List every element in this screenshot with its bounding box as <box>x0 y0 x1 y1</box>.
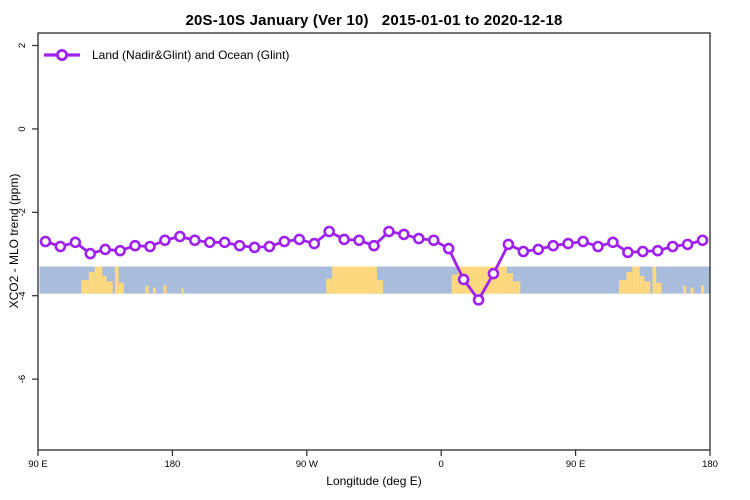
data-point-marker <box>427 234 440 247</box>
data-point-marker <box>636 245 649 258</box>
land-segment <box>376 280 383 294</box>
data-point-marker <box>412 232 425 245</box>
x-tick-label: 90 E <box>28 459 48 470</box>
land-segment <box>88 271 95 294</box>
data-point-marker <box>622 246 634 259</box>
land-segment <box>181 288 184 294</box>
land-segment <box>618 280 627 294</box>
data-point-marker <box>233 239 246 252</box>
data-point-marker <box>144 240 156 253</box>
x-axis-title: Longitude (deg E) <box>326 474 422 488</box>
data-point-marker <box>203 236 216 249</box>
land-segment <box>326 278 333 294</box>
data-point-marker <box>308 237 321 250</box>
land-segment <box>626 271 633 294</box>
plot-frame <box>37 32 711 451</box>
chart-title: 20S-10S January (Ver 10) 2015-01-01 to 2… <box>185 12 563 29</box>
x-tick-label: 180 <box>702 459 718 470</box>
data-point-marker <box>293 233 306 246</box>
data-point-marker <box>159 234 171 247</box>
land-segment <box>656 282 662 294</box>
data-point-marker <box>577 235 589 248</box>
data-point-marker <box>547 239 560 252</box>
data-point-marker <box>592 240 604 253</box>
data-point-marker <box>69 236 82 249</box>
x-tick-label: 90 W <box>296 459 318 470</box>
data-point-marker <box>532 243 545 256</box>
land-segment <box>94 266 103 294</box>
data-point-marker <box>54 240 67 253</box>
x-tick-label: 0 <box>439 459 444 470</box>
land-segment <box>152 287 156 294</box>
y-tick-label: -2 <box>17 208 28 216</box>
land-segment <box>639 276 645 294</box>
y-tick-label: -4 <box>17 291 28 299</box>
land-segment <box>81 280 89 294</box>
data-point-marker <box>442 242 455 255</box>
land-segment <box>690 287 694 294</box>
data-point-marker <box>696 234 709 247</box>
land-segment <box>512 281 521 294</box>
land-segment <box>632 266 640 294</box>
data-point-marker <box>666 240 679 253</box>
data-point-marker <box>99 243 111 256</box>
land-segment <box>506 273 513 294</box>
data-point-marker <box>39 235 52 248</box>
data-point-marker <box>607 236 619 249</box>
data-point-marker <box>383 225 395 238</box>
data-point-marker <box>189 234 201 247</box>
data-point-marker <box>278 235 291 248</box>
data-point-marker <box>84 247 97 260</box>
data-point-marker <box>562 237 574 250</box>
data-point-marker <box>472 294 485 306</box>
land-segment <box>451 274 458 294</box>
y-tick-label: 0 <box>17 126 28 131</box>
data-point-marker <box>487 267 500 280</box>
x-tick-label: 180 <box>164 459 180 470</box>
land-segment <box>145 286 149 294</box>
data-point-marker <box>218 236 231 249</box>
y-tick-label: 2 <box>17 43 28 48</box>
land-segment <box>163 285 167 294</box>
data-point-marker <box>248 241 261 254</box>
y-tick-label: -6 <box>17 375 28 383</box>
data-point-marker <box>129 239 141 252</box>
data-point-marker <box>517 245 530 258</box>
land-segment <box>102 276 107 294</box>
land-segment <box>683 286 687 294</box>
land-segment <box>332 266 377 294</box>
land-segment <box>114 266 119 294</box>
data-point-marker <box>263 240 276 253</box>
land-segment <box>701 285 705 294</box>
data-point-marker <box>398 228 410 241</box>
legend: Land (Nadir&Glint) and Ocean (Glint) <box>42 48 289 62</box>
data-point-marker <box>338 233 350 246</box>
data-point-marker <box>353 234 365 247</box>
y-axis-title: XCO2 - MLO trend (ppm) <box>7 173 21 309</box>
data-point-marker <box>681 238 694 251</box>
data-point-marker <box>323 225 336 238</box>
land-segment <box>652 266 657 294</box>
x-tick-label: 90 E <box>566 459 586 470</box>
data-point-marker <box>368 239 380 252</box>
data-point-marker <box>457 273 470 286</box>
data-point-marker <box>174 230 186 243</box>
legend-label: Land (Nadir&Glint) and Ocean (Glint) <box>92 48 290 62</box>
data-point-marker <box>651 244 664 257</box>
legend-line-marker-icon <box>44 49 80 61</box>
data-point-marker <box>114 244 126 257</box>
land-segment <box>106 281 113 294</box>
data-point-marker <box>502 238 515 251</box>
land-segment <box>644 281 651 294</box>
land-segment <box>118 282 124 294</box>
